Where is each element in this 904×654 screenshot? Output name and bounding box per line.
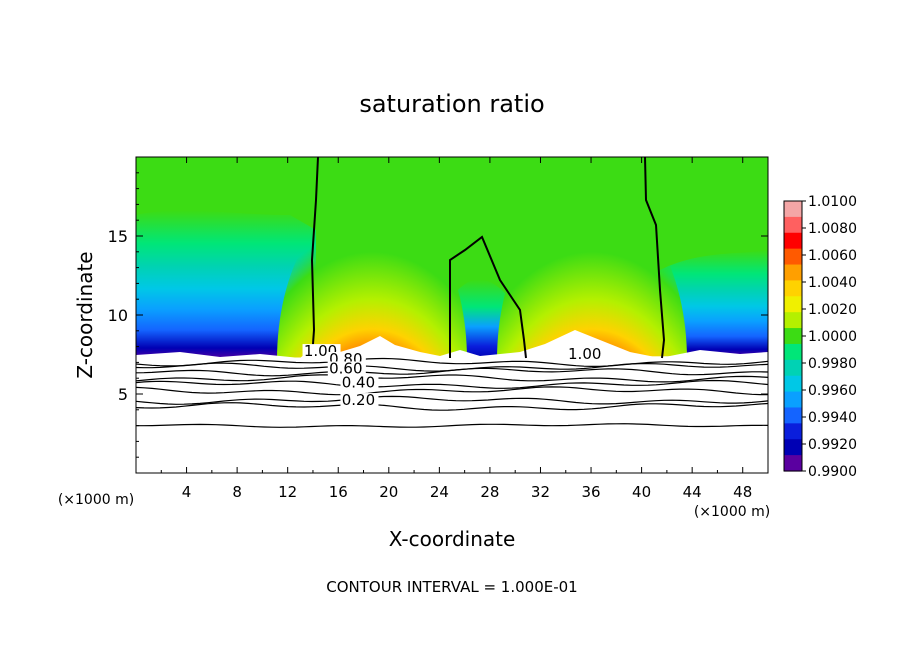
colorbar-label: 1.0080: [808, 221, 857, 237]
colorbar-swatch: [784, 328, 802, 345]
colorbar-label: 1.0020: [808, 302, 857, 318]
contour-1-mid: [449, 235, 527, 359]
x-tick-label: 4: [182, 483, 192, 501]
x-tick-label: 16: [329, 483, 348, 501]
colorbar-swatch: [784, 391, 802, 409]
colorbar-label: 0.9980: [808, 356, 857, 372]
colorbar-swatch: [784, 375, 802, 393]
x-unit-right: (×1000 m): [694, 504, 770, 520]
colorbar-swatch: [784, 296, 802, 313]
colorbar-swatch: [784, 232, 802, 250]
colorbar-swatch: [784, 343, 802, 361]
contour-line: [135, 395, 769, 405]
contour-label-bg: [340, 393, 379, 409]
x-tick-label: 24: [430, 483, 449, 501]
right-low-region: [660, 250, 768, 358]
y-axis-title: Z-coordinate: [73, 251, 97, 378]
contour-label-bg: [340, 375, 379, 391]
x-tick-label: 36: [581, 483, 600, 501]
contour-lines: [135, 357, 769, 428]
colorbar-label: 1.0040: [808, 275, 857, 291]
colorbar-swatch: [784, 423, 802, 440]
y-tick-label: 15: [108, 227, 128, 246]
colorbar-label: 0.9900: [808, 464, 857, 480]
x-axis: 4 8 12 16 20 24 28 32 36 40 44 48: [160, 157, 752, 501]
colorbar-swatch: [784, 439, 802, 456]
x-tick-label: 8: [232, 483, 242, 501]
contour-label: 0.60: [329, 359, 362, 377]
colorbar-label: 1.0100: [808, 194, 857, 210]
colorbar-label: 1.0060: [808, 248, 857, 264]
x-tick-label: 28: [480, 483, 499, 501]
contour-1-right: [644, 157, 666, 359]
contour-label-bg: [327, 361, 366, 377]
x-unit-left: (×1000 m): [58, 492, 134, 508]
contour-interval-note: CONTOUR INTERVAL = 1.000E-01: [326, 578, 577, 596]
y-tick-label: 10: [108, 306, 128, 325]
cloud-base-edge: [136, 330, 768, 362]
plot-field: [136, 157, 768, 473]
colorbar-swatch: [784, 280, 802, 297]
colorbar-swatch: [784, 407, 802, 424]
x-tick-label: 48: [733, 483, 752, 501]
y-tick-label: 5: [118, 385, 128, 404]
y-axis: 5 10 15: [108, 172, 768, 458]
contour-label-bg: [566, 347, 605, 363]
contour-line: [135, 402, 769, 411]
contour-line: [135, 367, 769, 377]
chart-title: saturation ratio: [359, 90, 544, 118]
colorbar: 1.0100 1.0080 1.0060 1.0040 1.0020 1.0000 0.99…: [783, 194, 857, 480]
contour-line: [135, 357, 769, 368]
colorbar-swatch: [784, 455, 802, 472]
left-low-region: [136, 210, 316, 360]
colorbar-label: 0.9940: [808, 410, 857, 426]
colorbar-label: 0.9920: [808, 437, 857, 453]
colorbar-swatch: [784, 216, 802, 234]
contour-label: 1.00: [568, 345, 601, 363]
unsaturated-region: [136, 356, 768, 473]
colorbar-swatch: [784, 312, 802, 329]
x-tick-label: 40: [632, 483, 651, 501]
contour-label: 0.20: [342, 391, 375, 409]
contour-line: [135, 379, 769, 389]
x-tick-label: 12: [278, 483, 297, 501]
colorbar-swatch: [784, 359, 802, 377]
colorbar-swatch: [784, 248, 802, 266]
contour-line: [136, 423, 769, 428]
x-tick-label: 32: [531, 483, 550, 501]
x-axis-title: X-coordinate: [389, 527, 516, 551]
colorbar-swatch: [784, 201, 802, 218]
contour-labels: 1.00 1.000.800.600.400.20: [302, 342, 605, 409]
colorbar-swatch: [784, 264, 802, 282]
x-tick-label: 20: [379, 483, 398, 501]
colorbar-label: 0.9960: [808, 383, 857, 399]
contour-label: 0.40: [342, 374, 375, 392]
x-tick-label: 44: [683, 483, 702, 501]
colorbar-label: 1.0000: [808, 329, 857, 345]
contour-1-left: [310, 157, 319, 359]
contour-line: [135, 374, 769, 383]
contour-line: [135, 386, 768, 396]
